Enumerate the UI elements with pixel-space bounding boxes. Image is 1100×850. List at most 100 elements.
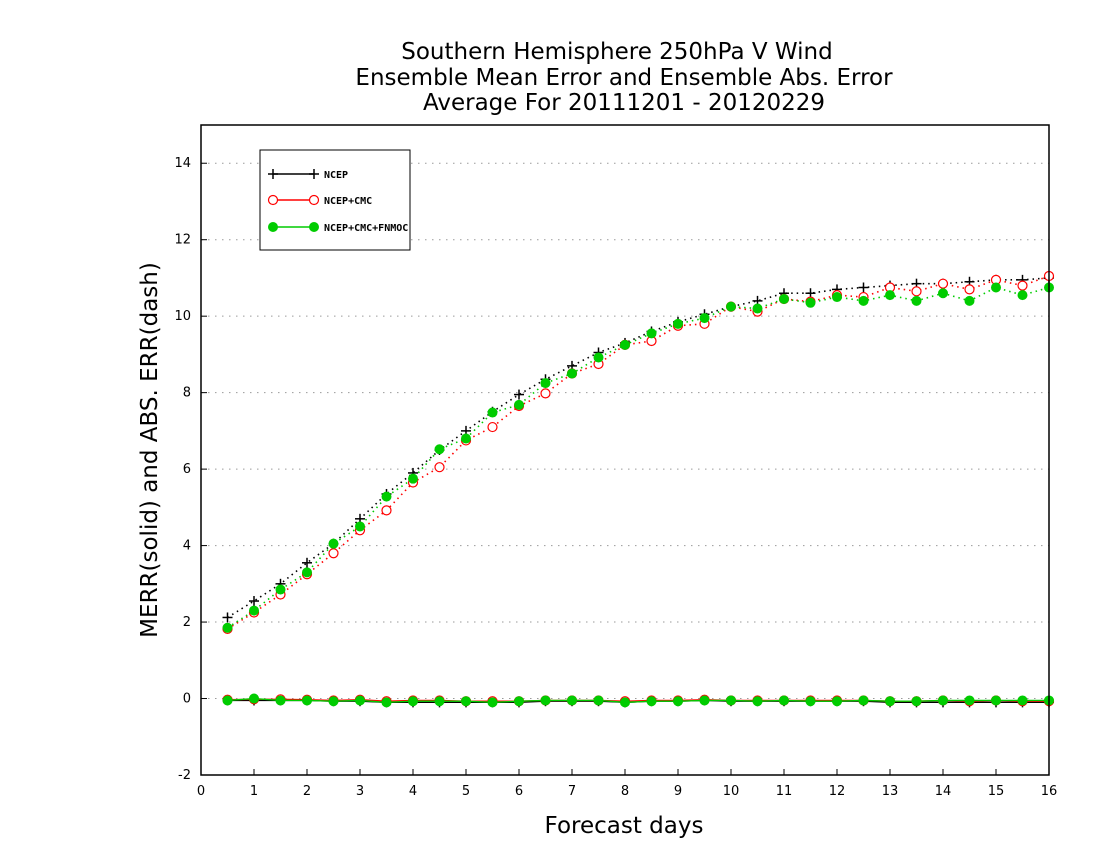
data-point-filled-circle bbox=[408, 473, 418, 484]
data-point-open-circle bbox=[267, 194, 279, 206]
y-tick-label: 10 bbox=[174, 309, 191, 324]
data-point-filled-circle bbox=[593, 695, 604, 706]
data-point-filled-circle bbox=[408, 696, 418, 707]
data-point-filled-circle bbox=[752, 696, 763, 707]
data-point-open-circle bbox=[964, 284, 975, 295]
title-line-3: Average For 20111201 - 20120229 bbox=[423, 90, 825, 116]
data-point-plus bbox=[858, 282, 869, 293]
y-tick-label: 4 bbox=[183, 539, 191, 554]
data-point-plus bbox=[309, 169, 319, 179]
data-point-filled-circle bbox=[567, 695, 577, 706]
data-point-filled-circle bbox=[461, 696, 471, 707]
x-tick-label: 6 bbox=[515, 784, 523, 799]
data-point-filled-circle bbox=[302, 567, 312, 578]
data-point-filled-circle bbox=[673, 318, 683, 329]
data-point-filled-circle bbox=[434, 696, 445, 707]
data-point-filled-circle bbox=[249, 605, 259, 616]
data-point-filled-circle bbox=[779, 293, 789, 304]
data-point-plus bbox=[249, 596, 259, 607]
abs-err-line bbox=[227, 286, 1050, 629]
data-point-filled-circle bbox=[434, 444, 445, 455]
x-tick-label: 16 bbox=[1041, 784, 1058, 799]
x-tick-label: 5 bbox=[462, 784, 470, 799]
x-tick-label: 8 bbox=[621, 784, 629, 799]
data-point-filled-circle bbox=[268, 222, 278, 232]
data-point-filled-circle bbox=[1017, 695, 1028, 706]
data-point-filled-circle bbox=[381, 697, 392, 708]
data-point-filled-circle bbox=[779, 695, 789, 706]
y-axis-label: MERR(solid) and ABS. ERR(dash) bbox=[137, 262, 163, 638]
data-point-filled-circle bbox=[699, 313, 710, 324]
data-point-open-circle bbox=[1017, 280, 1028, 291]
x-tick-label: 2 bbox=[303, 784, 311, 799]
data-point-filled-circle bbox=[805, 696, 816, 707]
x-tick-label: 11 bbox=[776, 784, 793, 799]
data-point-filled-circle bbox=[540, 695, 551, 706]
data-point-filled-circle bbox=[938, 288, 948, 299]
data-point-filled-circle bbox=[355, 521, 365, 532]
data-point-filled-circle bbox=[858, 295, 869, 306]
y-tick-label: 0 bbox=[183, 692, 191, 707]
data-point-filled-circle bbox=[805, 297, 816, 308]
data-point-filled-circle bbox=[911, 696, 922, 707]
data-point-filled-circle bbox=[911, 295, 922, 306]
x-tick-label: 13 bbox=[882, 784, 899, 799]
x-tick-label: 12 bbox=[829, 784, 846, 799]
legend-item: NCEP+CMC+FNMOC bbox=[268, 222, 408, 234]
data-point-open-circle bbox=[937, 278, 949, 289]
data-point-filled-circle bbox=[567, 368, 577, 379]
y-tick-label: 8 bbox=[183, 386, 191, 401]
series-ncep-cmc-fnmoc bbox=[222, 282, 1054, 708]
data-point-plus bbox=[268, 169, 278, 179]
data-point-filled-circle bbox=[938, 695, 948, 706]
y-tick-label: 12 bbox=[174, 233, 191, 248]
abs-err-line bbox=[227, 277, 1050, 619]
x-tick-label: 14 bbox=[935, 784, 952, 799]
y-tick-label: 14 bbox=[174, 156, 191, 171]
data-point-filled-circle bbox=[620, 339, 630, 350]
data-point-filled-circle bbox=[991, 282, 1001, 293]
data-point-filled-circle bbox=[328, 538, 339, 549]
data-point-filled-circle bbox=[540, 378, 551, 389]
x-tick-label: 10 bbox=[723, 784, 740, 799]
data-point-open-circle bbox=[540, 388, 551, 399]
data-point-filled-circle bbox=[381, 491, 392, 502]
data-point-filled-circle bbox=[858, 695, 869, 706]
data-point-open-circle bbox=[308, 194, 320, 206]
data-point-filled-circle bbox=[514, 696, 524, 707]
data-point-filled-circle bbox=[222, 695, 233, 706]
abs-err-line bbox=[227, 275, 1050, 630]
data-point-plus bbox=[302, 557, 312, 568]
title-line-1: Southern Hemisphere 250hPa V Wind bbox=[401, 39, 832, 65]
data-point-filled-circle bbox=[885, 696, 895, 707]
data-point-filled-circle bbox=[964, 295, 975, 306]
data-point-open-circle bbox=[434, 462, 445, 473]
data-point-filled-circle bbox=[991, 695, 1001, 706]
x-tick-label: 7 bbox=[568, 784, 576, 799]
data-point-filled-circle bbox=[328, 696, 339, 707]
y-tick-label: 2 bbox=[183, 615, 191, 630]
x-tick-label: 3 bbox=[356, 784, 364, 799]
data-point-plus bbox=[514, 389, 524, 400]
data-point-filled-circle bbox=[275, 695, 286, 706]
data-point-filled-circle bbox=[487, 697, 498, 708]
data-point-filled-circle bbox=[699, 695, 710, 706]
y-tick-label: 6 bbox=[183, 462, 191, 477]
x-axis-label: Forecast days bbox=[545, 813, 704, 839]
x-tick-label: 15 bbox=[988, 784, 1005, 799]
data-point-filled-circle bbox=[646, 328, 657, 339]
data-point-filled-circle bbox=[461, 433, 471, 444]
data-point-open-circle bbox=[381, 505, 392, 516]
data-point-open-circle bbox=[328, 548, 339, 559]
x-tick-label: 0 bbox=[197, 784, 205, 799]
x-tick-label: 9 bbox=[674, 784, 682, 799]
series-layer bbox=[222, 270, 1055, 708]
data-point-plus bbox=[222, 612, 233, 623]
legend-item: NCEP+CMC bbox=[267, 194, 372, 207]
legend-label: NCEP+CMC+FNMOC bbox=[324, 223, 408, 234]
data-point-filled-circle bbox=[249, 693, 259, 704]
data-point-filled-circle bbox=[514, 399, 524, 410]
legend-item: NCEP bbox=[268, 169, 348, 181]
